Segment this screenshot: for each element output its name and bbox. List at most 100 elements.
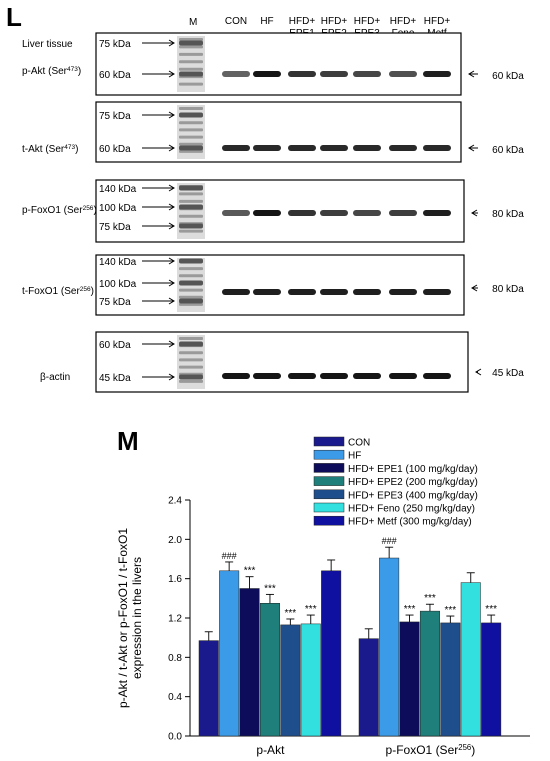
blot-label: p-Akt (Ser473) bbox=[22, 66, 81, 78]
blot-t-Akt: 75 kDa 60 kDa t-Akt (Ser473) 60 kDa bbox=[22, 101, 524, 163]
marker-arrow bbox=[142, 111, 175, 119]
marker-band bbox=[179, 274, 203, 278]
bar bbox=[219, 570, 240, 737]
marker-band-strong bbox=[179, 280, 203, 286]
lane-label-line1: HFD+ bbox=[354, 16, 381, 27]
protein-band bbox=[423, 145, 451, 151]
marker-band bbox=[179, 38, 203, 41]
marker-band bbox=[179, 82, 203, 86]
protein-band bbox=[389, 289, 417, 295]
x-tick-label: p-Akt bbox=[256, 743, 285, 757]
protein-band bbox=[389, 373, 417, 379]
bar bbox=[280, 624, 301, 737]
marker-size-label: 75 kDa bbox=[99, 39, 131, 50]
blot-beta-actin: 60 kDa 45 kDa β-actin 45 kDa bbox=[40, 331, 524, 393]
marker-size-label: 60 kDa bbox=[99, 70, 131, 81]
protein-band bbox=[353, 373, 381, 379]
marker-band-strong bbox=[179, 71, 203, 77]
marker-arrow bbox=[142, 39, 175, 47]
marker-band bbox=[179, 267, 203, 271]
legend-label: HFD+ EPE3 (400 mg/kg/day) bbox=[348, 490, 478, 501]
marker-arrow bbox=[142, 144, 175, 152]
band-arrow bbox=[471, 209, 478, 217]
protein-band bbox=[423, 210, 451, 216]
protein-band bbox=[288, 289, 316, 295]
protein-band bbox=[423, 373, 451, 379]
marker-band bbox=[179, 67, 203, 71]
legend-swatch bbox=[313, 502, 345, 513]
blot-label: t-FoxO1 (Ser256) bbox=[22, 286, 94, 298]
marker-band bbox=[179, 214, 203, 218]
marker-arrow bbox=[142, 184, 175, 192]
band-size-label: 45 kDa bbox=[492, 368, 524, 379]
marker-band bbox=[179, 45, 203, 49]
marker-band bbox=[179, 337, 203, 340]
legend-label: CON bbox=[348, 438, 370, 449]
marker-band-strong bbox=[179, 258, 203, 264]
significance-mark: *** bbox=[244, 566, 256, 577]
legend-swatch bbox=[313, 436, 345, 447]
blot-t-FoxO1: 140 kDa 100 kDa 75 kDa t-FoxO1 (Ser256) 80 k… bbox=[22, 254, 524, 316]
lane-label-line1: HFD+ bbox=[321, 16, 348, 27]
band-size-label: 60 kDa bbox=[492, 71, 524, 82]
protein-band bbox=[253, 210, 281, 216]
protein-band bbox=[222, 210, 250, 216]
protein-band bbox=[253, 145, 281, 151]
protein-band bbox=[389, 71, 417, 77]
blot-frame bbox=[95, 101, 462, 163]
legend-label: HFD+ EPE2 (200 mg/kg/day) bbox=[348, 477, 478, 488]
legend-label: HFD+ Metf (300 mg/kg/day) bbox=[348, 517, 472, 528]
marker-arrow bbox=[142, 70, 175, 78]
legend-label: HF bbox=[348, 451, 361, 462]
legend-swatch bbox=[313, 449, 345, 460]
marker-size-label: 60 kDa bbox=[99, 340, 131, 351]
marker-band bbox=[179, 52, 203, 56]
marker-band bbox=[179, 288, 203, 292]
y-tick-label: 1.2 bbox=[168, 614, 182, 625]
lane-label-line1: CON bbox=[225, 16, 247, 27]
protein-band bbox=[288, 210, 316, 216]
marker-arrow bbox=[142, 279, 175, 287]
y-tick-label: 2.4 bbox=[168, 496, 182, 507]
marker-arrow bbox=[142, 297, 175, 305]
marker-band bbox=[179, 149, 203, 153]
protein-band bbox=[222, 145, 250, 151]
marker-band bbox=[179, 121, 203, 125]
marker-band bbox=[179, 302, 203, 306]
y-tick-label: 0.4 bbox=[168, 692, 182, 703]
marker-size-label: 75 kDa bbox=[99, 222, 131, 233]
y-tick-label: 0.8 bbox=[168, 653, 182, 664]
y-axis-label: expression in the livers bbox=[130, 557, 144, 679]
significance-mark: ### bbox=[222, 551, 237, 561]
blot-label: t-Akt (Ser473) bbox=[22, 144, 78, 156]
bar bbox=[300, 623, 321, 737]
significance-mark: *** bbox=[305, 604, 317, 615]
band-size-label: 80 kDa bbox=[492, 284, 524, 295]
marker-band bbox=[179, 351, 203, 355]
marker-band bbox=[179, 142, 203, 146]
lane-label-line1: HFD+ bbox=[424, 16, 451, 27]
bar bbox=[259, 603, 280, 737]
marker-band bbox=[179, 135, 203, 139]
marker-band bbox=[179, 60, 203, 64]
y-tick-label: 1.6 bbox=[168, 574, 182, 585]
marker-arrow bbox=[142, 222, 175, 230]
marker-size-label: 60 kDa bbox=[99, 144, 131, 155]
marker-band bbox=[179, 128, 203, 132]
bar bbox=[440, 622, 461, 737]
tissue-label: Liver tissue bbox=[22, 39, 73, 50]
protein-band bbox=[253, 71, 281, 77]
marker-size-label: 75 kDa bbox=[99, 111, 131, 122]
bar bbox=[239, 588, 260, 737]
significance-mark: *** bbox=[285, 608, 297, 619]
bar bbox=[198, 640, 219, 737]
blot-frame bbox=[95, 331, 469, 393]
significance-mark: *** bbox=[445, 605, 457, 616]
marker-band bbox=[179, 199, 203, 203]
protein-band bbox=[389, 145, 417, 151]
bar bbox=[481, 622, 502, 737]
legend-label: HFD+ EPE1 (100 mg/kg/day) bbox=[348, 464, 478, 475]
marker-band-strong bbox=[179, 298, 203, 304]
blot-p-Akt: 75 kDa 60 kDa p-Akt (Ser473) 60 kDa bbox=[22, 32, 524, 96]
